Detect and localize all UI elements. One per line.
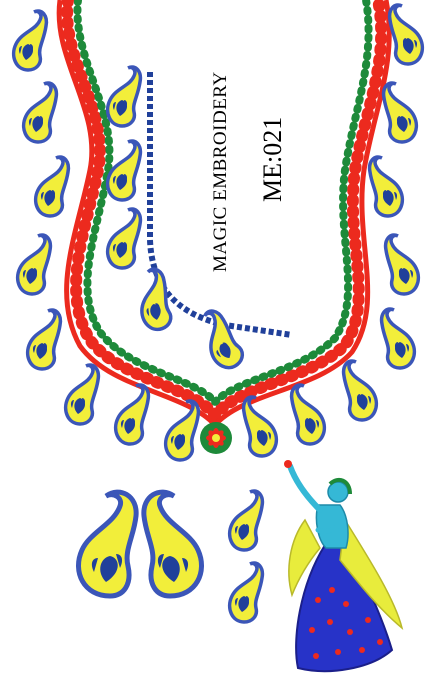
brand-label: MAGIC EMBROIDERY (210, 71, 231, 272)
dancer-figure (284, 460, 404, 673)
paisley-small-stack (227, 489, 265, 624)
design-code-label: ME:021 (258, 116, 287, 202)
paisley-pair-large (78, 492, 201, 596)
paisley-left-column (11, 9, 201, 462)
center-flower-icon (200, 422, 232, 454)
